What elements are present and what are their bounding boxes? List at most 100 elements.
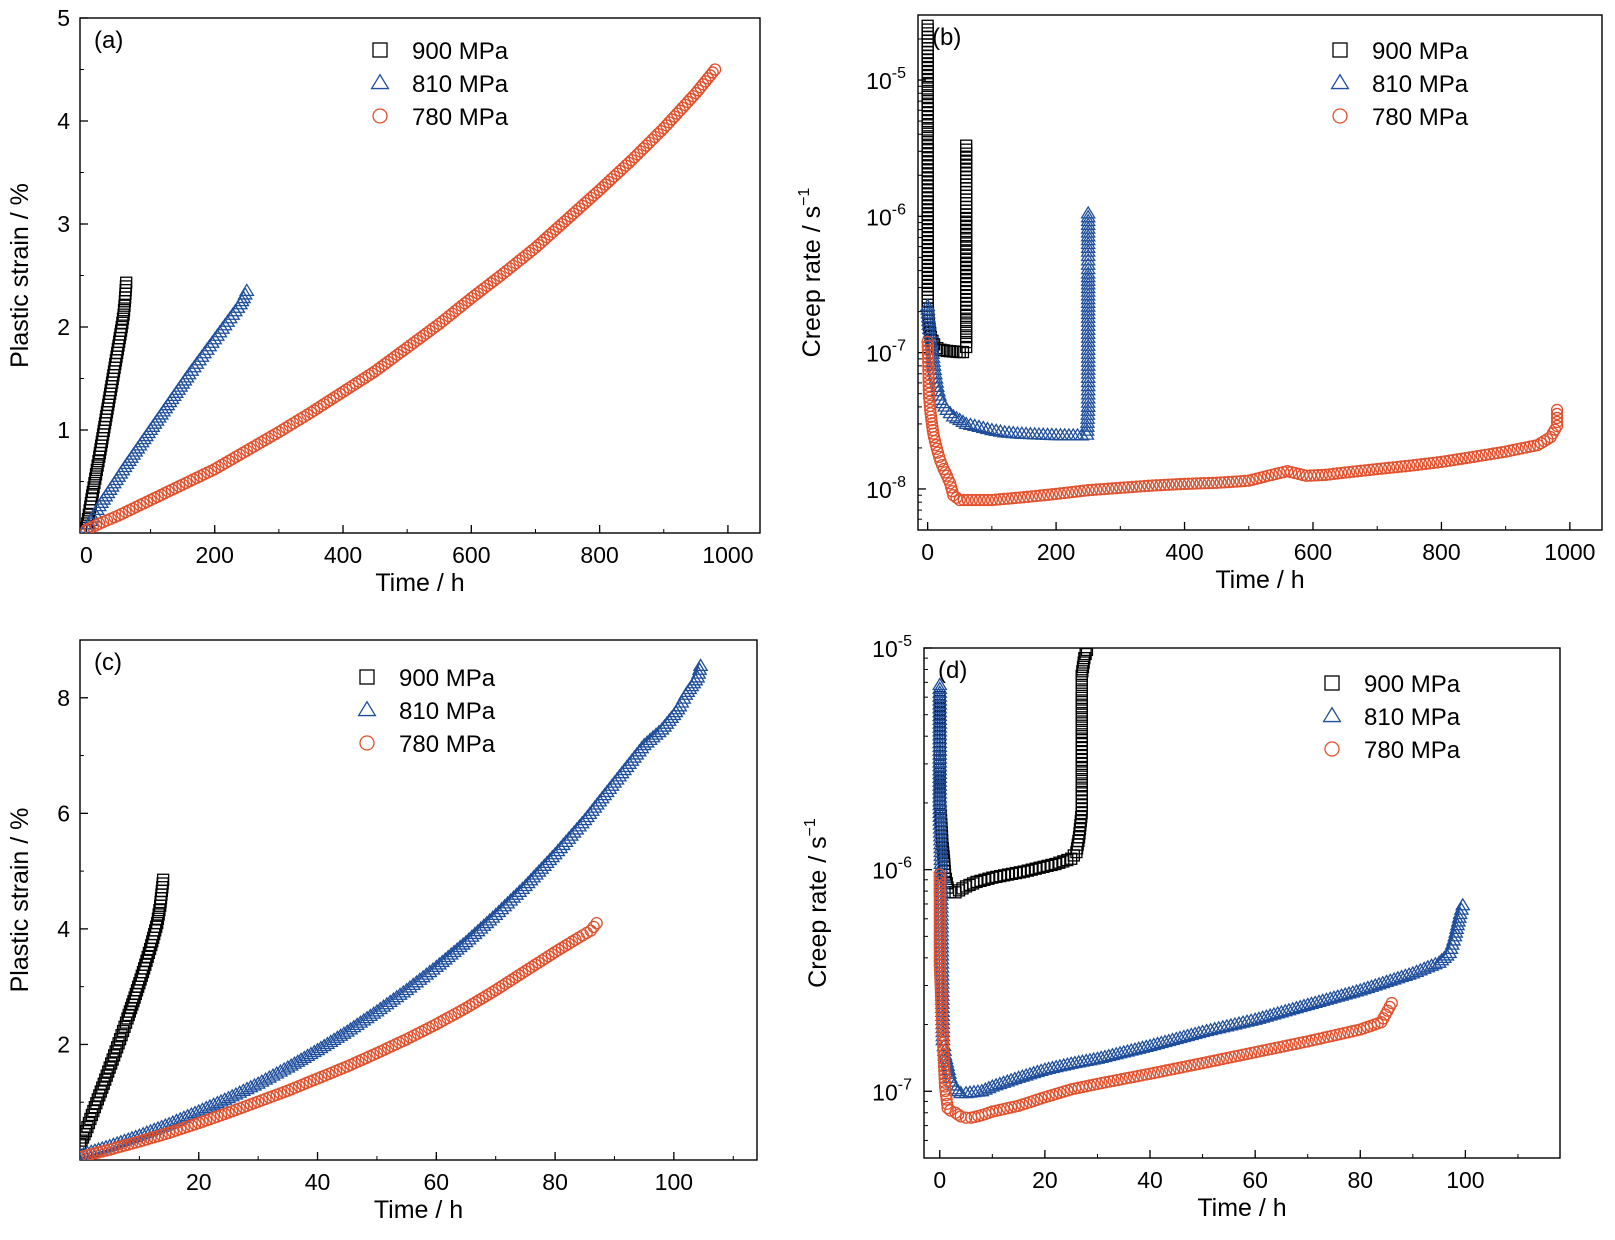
data-point [369,1003,385,1017]
data-point [921,263,934,277]
data-point [921,152,934,165]
data-point [922,367,935,381]
y-tick-label: 8 [57,685,70,711]
legend: 900 MPa 810 MPa 780 MPa [1322,671,1461,764]
data-point [960,167,973,180]
data-point [1519,441,1532,454]
data-point [319,1036,336,1050]
data-point [921,168,934,181]
data-point [1467,450,1480,464]
data-point [1257,1044,1270,1057]
data-point [960,269,973,283]
x-tick-label: 20 [1032,1167,1058,1193]
data-point [388,989,405,1003]
data-point [922,360,935,373]
x-tick-label: 200 [1037,539,1075,565]
data-point [933,931,946,944]
data-point [1154,478,1167,492]
data-point [933,860,949,874]
data-point [1080,265,1096,279]
data-point [960,143,973,156]
data-point [1041,488,1055,501]
legend-marker [370,73,390,90]
series-810-mpa [80,283,255,533]
data-point [933,923,946,936]
data-point [1448,921,1465,934]
data-point [1079,426,1095,440]
data-point [1455,452,1468,465]
x-tick-label: 80 [1347,1167,1373,1193]
data-point [482,987,496,1001]
legend-marker [1324,741,1340,757]
data-point [1538,434,1551,448]
data-point [1057,486,1071,500]
data-point [1483,448,1496,461]
data-point [1445,932,1462,946]
data-point [91,1093,104,1106]
data-point [587,920,600,934]
data-point [509,971,522,984]
panel-label: (b) [932,24,961,51]
data-point [1244,1046,1258,1060]
data-point [1080,310,1096,323]
data-point [1447,453,1460,467]
series-780-mpa [80,916,603,1160]
data-point [1487,447,1500,460]
data-point [935,1008,949,1021]
data-point [333,387,346,401]
data-point [706,66,719,79]
data-point [113,1033,127,1046]
data-point [1075,712,1088,726]
data-point [960,208,973,221]
series-810-mpa [80,658,709,1160]
data-point [932,836,949,850]
data-point [921,251,934,265]
data-point [151,912,165,925]
data-point [1080,395,1096,408]
data-point [1075,717,1088,730]
data-point [362,1008,379,1022]
plot-frame [923,647,1561,1159]
data-point [1327,467,1340,481]
data-point [1037,488,1051,502]
data-point [960,224,973,238]
data-point [359,1010,375,1024]
data-point [1075,791,1088,804]
data-point [320,396,334,409]
data-point [937,1044,950,1057]
data-point [1049,487,1063,501]
data-point [955,414,971,428]
data-point [960,159,973,172]
data-point [979,421,996,435]
data-point [933,844,949,858]
plot-frame [79,639,758,1161]
data-point [385,991,402,1005]
data-point [1107,1074,1120,1087]
data-point [921,102,934,116]
data-point [332,1028,349,1041]
data-point [150,920,163,933]
x-tick-label: 600 [452,542,490,568]
data-point [921,95,934,108]
data-point [960,233,973,246]
data-point [933,939,946,952]
data-point [1074,427,1090,441]
data-point [1202,476,1215,490]
data-point [934,979,947,993]
data-point [1076,660,1090,674]
data-point [1079,415,1096,428]
data-point [1408,964,1425,977]
data-point [933,852,949,866]
data-point [933,880,946,893]
data-point [522,962,535,976]
data-point [1080,273,1096,286]
data-point [921,82,934,95]
data-point [1200,1056,1213,1069]
data-point [974,874,987,888]
data-point [998,869,1011,882]
legend-marker [372,42,388,58]
data-point [932,809,948,823]
x-axis-title: Time / h [1215,566,1304,594]
data-point [932,840,949,854]
series-900-mpa [80,276,133,533]
